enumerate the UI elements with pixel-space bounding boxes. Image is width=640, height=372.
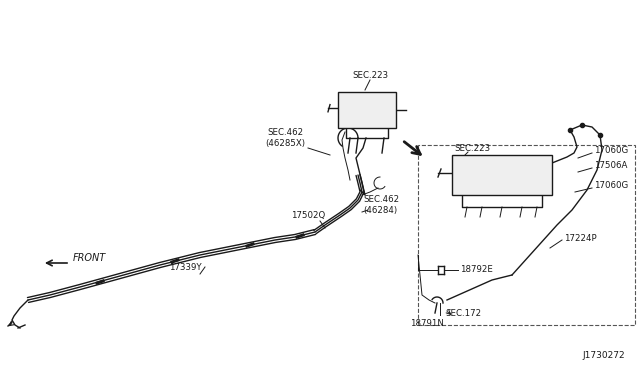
Text: SEC.462
(46284): SEC.462 (46284) xyxy=(363,195,399,215)
Text: J1730272: J1730272 xyxy=(582,350,625,359)
Text: SEC.462
(46285X): SEC.462 (46285X) xyxy=(265,128,305,148)
Text: SEC.172: SEC.172 xyxy=(445,308,481,317)
Bar xyxy=(338,92,396,128)
Text: 17502Q: 17502Q xyxy=(291,211,325,219)
Text: 17339Y: 17339Y xyxy=(169,263,202,273)
Text: SEC.223: SEC.223 xyxy=(352,71,388,80)
Text: 17506A: 17506A xyxy=(594,160,627,170)
Text: SEC.223: SEC.223 xyxy=(454,144,490,153)
Bar xyxy=(418,145,635,325)
Text: 18791N: 18791N xyxy=(410,318,444,327)
Text: 17060G: 17060G xyxy=(594,180,628,189)
Text: 17224P: 17224P xyxy=(564,234,596,243)
Text: FRONT: FRONT xyxy=(73,253,106,263)
Bar xyxy=(452,155,552,195)
Text: 17060G: 17060G xyxy=(594,145,628,154)
Text: 18792E: 18792E xyxy=(460,266,493,275)
